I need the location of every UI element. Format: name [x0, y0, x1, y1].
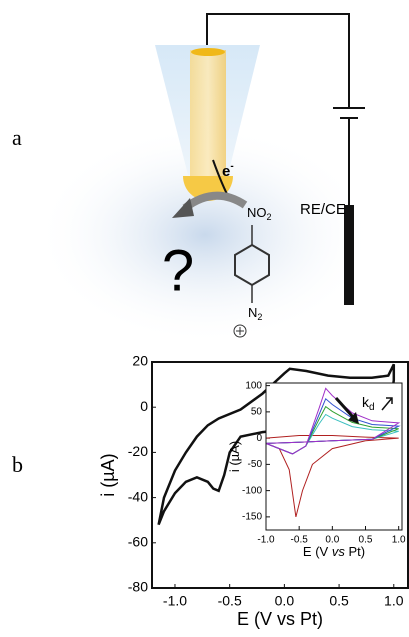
y-tick-label: 0 [256, 433, 262, 444]
y-tick-label: 20 [132, 353, 148, 369]
x-tick-label: 1.0 [392, 535, 406, 546]
panel-label: b [12, 452, 23, 477]
x-tick-label: -1.0 [257, 535, 275, 546]
y-axis-label: i (µA) [98, 453, 118, 496]
x-axis-label-part: E (V [303, 544, 332, 559]
x-axis-label-part: Pt) [345, 544, 365, 559]
panel-label: a [12, 125, 22, 150]
diazo-subscript: 2 [257, 312, 262, 322]
y-tick-label: -100 [242, 485, 262, 496]
x-axis-label: E (V vs Pt) [303, 544, 365, 559]
electron: e- [222, 161, 234, 180]
x-tick-label: 0.5 [359, 535, 373, 546]
y-tick-label: -60 [128, 534, 148, 550]
inset-chart: 100 50 0 -50 -100 -150 -1.0 -0.5 0.0 0.5 1.0 E (V v… [227, 380, 406, 559]
electron-symbol: e [222, 163, 230, 180]
x-tick-label: -1.0 [163, 593, 187, 609]
question-mark: ? [162, 238, 194, 303]
diazo-group: N2 [248, 305, 262, 322]
positive-charge [236, 327, 244, 335]
x-tick-label: 0.5 [329, 593, 349, 609]
diazo-text: N [248, 305, 257, 320]
wire [206, 13, 350, 108]
nitro-group: NO2 [247, 205, 272, 222]
inset-background [266, 383, 402, 530]
electrode-label: RE/CE [300, 201, 346, 218]
y-tick-label: 100 [245, 380, 262, 391]
y-tick-label: -40 [128, 488, 148, 504]
cv-curve [265, 435, 399, 518]
y-tick-label: -150 [242, 512, 262, 523]
cv-curve [265, 387, 401, 455]
x-axis-label-part: vs [332, 544, 346, 559]
x-tick-label: 1.0 [384, 593, 404, 609]
x-tick-label: 0.0 [275, 593, 295, 609]
y-tick-label: 0 [140, 398, 148, 414]
electron-charge: - [230, 161, 233, 172]
y-tick-label: -50 [248, 459, 263, 470]
annotation-arrow-head [348, 412, 359, 424]
annotation-subscript: d [369, 402, 375, 413]
arrow-head [172, 198, 194, 218]
x-tick-label: 0.0 [325, 535, 339, 546]
counter-electrode [344, 205, 354, 305]
y-tick-label: -20 [128, 443, 148, 459]
rate-arrow [381, 397, 393, 411]
plot-frame [265, 382, 403, 531]
electrode-wire [190, 50, 226, 180]
nitro-subscript: 2 [267, 212, 272, 222]
nitro-text: NO [247, 205, 267, 220]
electrode-top [191, 48, 225, 56]
y-tick-label: 50 [251, 407, 263, 418]
plot-frame [151, 361, 409, 589]
y-tick-label: -80 [128, 579, 148, 595]
x-tick-label: -0.5 [218, 593, 242, 609]
background-glow [35, 125, 375, 345]
x-tick-label: -0.5 [291, 535, 309, 546]
annotation: kd [362, 394, 375, 413]
y-axis-label: i (µA) [227, 441, 242, 472]
annotation-text: k [362, 394, 370, 410]
x-axis-label: E (V vs Pt) [237, 609, 323, 629]
annotation-arrow [334, 396, 355, 419]
positive-charge [233, 324, 247, 338]
